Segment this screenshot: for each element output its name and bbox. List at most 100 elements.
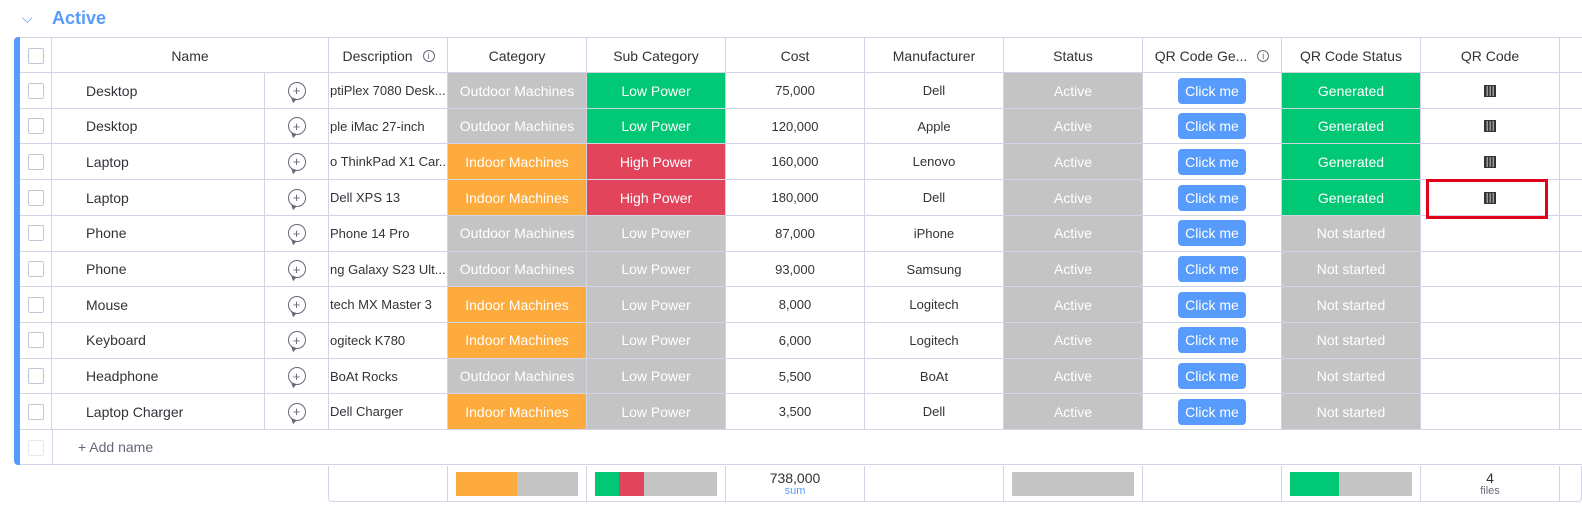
item-name-cell[interactable]: Phone bbox=[52, 251, 265, 287]
row-checkbox-cell[interactable] bbox=[20, 394, 52, 430]
column-header-status[interactable]: Status bbox=[1004, 38, 1143, 73]
table-row[interactable]: Laptop + Dell XPS 13 Indoor Machines Hig… bbox=[20, 179, 1582, 216]
row-checkbox[interactable] bbox=[27, 261, 44, 277]
select-all-checkbox[interactable] bbox=[27, 47, 44, 64]
sub-category-cell[interactable]: Low Power bbox=[587, 287, 726, 323]
column-header-sub-category[interactable]: Sub Category bbox=[587, 38, 726, 73]
category-cell[interactable]: Indoor Machines bbox=[448, 144, 587, 180]
row-checkbox-cell[interactable] bbox=[20, 144, 52, 180]
qr-code-cell[interactable] bbox=[1421, 287, 1560, 323]
add-item-row[interactable]: + Add name bbox=[20, 429, 1582, 465]
qr-status-cell[interactable]: Not started bbox=[1282, 251, 1421, 287]
cost-cell[interactable]: 180,000 bbox=[726, 180, 865, 216]
add-update-cell[interactable]: + bbox=[265, 251, 329, 287]
cost-cell[interactable]: 87,000 bbox=[726, 215, 865, 251]
info-icon[interactable]: i bbox=[422, 49, 435, 62]
column-header-manufacturer[interactable]: Manufacturer bbox=[865, 38, 1004, 73]
sub-category-cell[interactable]: Low Power bbox=[587, 358, 726, 394]
cost-cell[interactable]: 8,000 bbox=[726, 287, 865, 323]
table-row[interactable]: Phone + ng Galaxy S23 Ult... Outdoor Mac… bbox=[20, 250, 1582, 287]
click-me-button[interactable]: Click me bbox=[1178, 77, 1246, 104]
item-name[interactable]: Laptop bbox=[86, 153, 129, 170]
row-checkbox[interactable] bbox=[27, 225, 44, 242]
item-name[interactable]: Phone bbox=[86, 261, 127, 277]
add-update-cell[interactable]: + bbox=[265, 322, 329, 358]
description-cell[interactable]: ptiPlex 7080 Desk... bbox=[329, 73, 448, 108]
category-cell[interactable]: Indoor Machines bbox=[448, 322, 587, 358]
qr-code-cell[interactable] bbox=[1421, 322, 1560, 358]
click-me-button[interactable]: Click me bbox=[1178, 398, 1246, 425]
summary-cost[interactable]: 738,000 sum bbox=[726, 466, 865, 501]
qr-status-cell[interactable]: Generated bbox=[1282, 73, 1421, 108]
item-name-cell[interactable]: Headphone bbox=[52, 358, 265, 394]
table-row[interactable]: Keyboard + ogiteck K780 Indoor Machines … bbox=[20, 321, 1582, 358]
row-checkbox[interactable] bbox=[27, 332, 44, 349]
qr-status-cell[interactable]: Not started bbox=[1282, 322, 1421, 358]
item-name[interactable]: Laptop Charger bbox=[86, 403, 184, 420]
item-name-cell[interactable]: Laptop bbox=[52, 180, 265, 216]
cost-cell[interactable]: 160,000 bbox=[726, 144, 865, 180]
sub-category-distribution-bar[interactable] bbox=[595, 471, 717, 496]
description-cell[interactable]: BoAt Rocks bbox=[329, 358, 448, 394]
manufacturer-cell[interactable]: Dell bbox=[865, 73, 1004, 108]
add-update-icon[interactable]: + bbox=[287, 402, 306, 421]
qr-code-cell[interactable] bbox=[1421, 108, 1560, 144]
category-cell[interactable]: Indoor Machines bbox=[448, 180, 587, 216]
cost-cell[interactable]: 6,000 bbox=[726, 322, 865, 358]
description-cell[interactable]: Dell XPS 13 bbox=[329, 180, 448, 216]
column-header-qr-status[interactable]: QR Code Status bbox=[1282, 38, 1421, 73]
status-cell[interactable]: Active bbox=[1004, 215, 1143, 251]
qr-code-cell[interactable] bbox=[1421, 180, 1560, 216]
qr-status-cell[interactable]: Not started bbox=[1282, 358, 1421, 394]
category-cell[interactable]: Indoor Machines bbox=[448, 394, 587, 430]
summary-status[interactable] bbox=[1004, 466, 1143, 501]
row-checkbox[interactable] bbox=[27, 153, 44, 170]
row-checkbox-cell[interactable] bbox=[20, 322, 52, 358]
qr-status-cell[interactable]: Generated bbox=[1282, 144, 1421, 180]
manufacturer-cell[interactable]: BoAt bbox=[865, 358, 1004, 394]
qr-code-icon[interactable] bbox=[1484, 84, 1496, 97]
group-header[interactable]: ⌵ Active bbox=[22, 6, 106, 30]
sub-category-cell[interactable]: Low Power bbox=[587, 215, 726, 251]
add-column-cell[interactable] bbox=[1560, 38, 1582, 73]
manufacturer-cell[interactable]: Logitech bbox=[865, 322, 1004, 358]
click-me-button[interactable]: Click me bbox=[1178, 327, 1246, 354]
item-name[interactable]: Phone bbox=[86, 225, 127, 242]
column-header-category[interactable]: Category bbox=[448, 38, 587, 73]
manufacturer-cell[interactable]: Apple bbox=[865, 108, 1004, 144]
table-row[interactable]: Desktop + ple iMac 27-inch Outdoor Machi… bbox=[20, 107, 1582, 144]
add-update-icon[interactable]: + bbox=[287, 188, 306, 207]
cost-cell[interactable]: 5,500 bbox=[726, 358, 865, 394]
status-cell[interactable]: Active bbox=[1004, 394, 1143, 430]
column-header-qr-code[interactable]: QR Code bbox=[1421, 38, 1560, 73]
add-update-icon[interactable]: + bbox=[287, 224, 306, 243]
summary-qr-code[interactable]: 4 files bbox=[1421, 466, 1560, 501]
add-update-icon[interactable]: + bbox=[287, 81, 306, 100]
item-name-cell[interactable]: Desktop bbox=[52, 108, 265, 144]
add-update-cell[interactable]: + bbox=[265, 215, 329, 251]
table-row[interactable]: Laptop + o ThinkPad X1 Car... Indoor Mac… bbox=[20, 143, 1582, 180]
item-name[interactable]: Headphone bbox=[86, 368, 159, 385]
row-checkbox-cell[interactable] bbox=[20, 358, 52, 394]
qr-code-cell[interactable] bbox=[1421, 358, 1560, 394]
table-row[interactable]: Laptop Charger + Dell Charger Indoor Mac… bbox=[20, 393, 1582, 430]
row-checkbox[interactable] bbox=[27, 82, 44, 99]
click-me-button[interactable]: Click me bbox=[1178, 148, 1246, 175]
row-checkbox[interactable] bbox=[27, 189, 44, 206]
status-cell[interactable]: Active bbox=[1004, 73, 1143, 108]
add-update-icon[interactable]: + bbox=[287, 367, 306, 386]
description-cell[interactable]: tech MX Master 3 bbox=[329, 287, 448, 323]
manufacturer-cell[interactable]: Samsung bbox=[865, 251, 1004, 287]
summary-sub-category[interactable] bbox=[587, 466, 726, 501]
summary-qr-status[interactable] bbox=[1282, 466, 1421, 501]
qr-code-cell[interactable] bbox=[1421, 215, 1560, 251]
description-cell[interactable]: Phone 14 Pro bbox=[329, 215, 448, 251]
category-cell[interactable]: Outdoor Machines bbox=[448, 73, 587, 108]
item-name[interactable]: Mouse bbox=[86, 296, 129, 313]
item-name-cell[interactable]: Laptop Charger bbox=[52, 394, 265, 430]
manufacturer-cell[interactable]: iPhone bbox=[865, 215, 1004, 251]
manufacturer-cell[interactable]: Dell bbox=[865, 180, 1004, 216]
qr-status-cell[interactable]: Not started bbox=[1282, 394, 1421, 430]
chevron-down-icon[interactable]: ⌵ bbox=[22, 9, 33, 26]
qr-code-icon[interactable] bbox=[1484, 191, 1496, 204]
